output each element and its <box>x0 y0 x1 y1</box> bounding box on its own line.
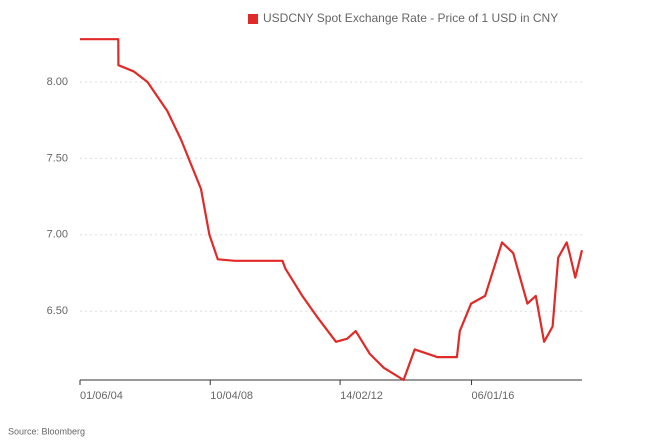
x-tick-label: 01/06/04 <box>80 390 123 402</box>
source-note: Source: Bloomberg <box>8 426 85 436</box>
legend-label: USDCNY Spot Exchange Rate - Price of 1 U… <box>263 11 558 25</box>
data-line <box>80 38 584 382</box>
x-tick-label: 14/02/12 <box>340 390 383 402</box>
x-tick-label: 06/01/16 <box>472 390 515 402</box>
y-tick-label: 8.00 <box>47 76 68 88</box>
y-tick-label: 6.50 <box>47 305 68 317</box>
y-tick-label: 7.50 <box>47 152 68 164</box>
x-tick-label: 10/04/08 <box>210 390 253 402</box>
legend-swatch <box>248 14 258 24</box>
y-tick-label: 7.00 <box>47 229 68 241</box>
